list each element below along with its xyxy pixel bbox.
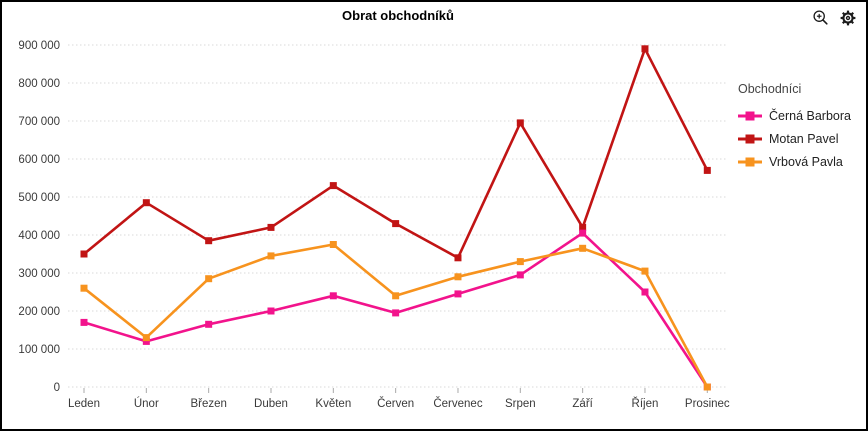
data-point-marker-vrbov-pavla[interactable] (516, 258, 524, 266)
y-axis-label: 300 000 (18, 268, 60, 280)
x-axis-label: Květen (315, 398, 351, 410)
x-axis-label: Červenec (433, 397, 482, 410)
data-point-marker--ern-barbora[interactable] (516, 271, 524, 279)
chart-title: Obrat obchodníků (342, 8, 454, 23)
x-axis-label: Únor (134, 397, 159, 410)
legend-swatch (738, 134, 762, 143)
data-point-marker-vrbov-pavla[interactable] (329, 241, 337, 248)
y-axis-label: 800 000 (18, 78, 60, 90)
data-point-marker-motan-pavel[interactable] (142, 199, 150, 207)
x-axis-label: Prosinec (685, 398, 730, 410)
y-axis-label: 500 000 (18, 192, 60, 204)
chart-legend: Obchodníci Černá Barbora Motan Pavel Vrbov… (738, 82, 851, 173)
data-point-marker-motan-pavel[interactable] (516, 119, 524, 127)
legend-label: Černá Barbora (769, 108, 851, 123)
x-axis-label: Duben (254, 398, 288, 410)
legend-label: Vrbová Pavla (769, 154, 843, 169)
data-point-marker-vrbov-pavla[interactable] (142, 334, 150, 342)
data-point-marker-vrbov-pavla[interactable] (641, 267, 649, 275)
data-point-marker-vrbov-pavla[interactable] (579, 244, 587, 252)
y-axis-label: 700 000 (18, 116, 60, 128)
legend-label: Motan Pavel (769, 131, 839, 146)
data-point-marker-motan-pavel[interactable] (267, 223, 275, 231)
y-axis-label: 400 000 (18, 230, 60, 242)
data-point-marker-motan-pavel[interactable] (454, 254, 462, 262)
data-point-marker-vrbov-pavla[interactable] (392, 292, 400, 300)
data-point-marker-motan-pavel[interactable] (703, 166, 711, 174)
data-point-marker-vrbov-pavla[interactable] (205, 275, 213, 283)
settings-button[interactable] (838, 8, 858, 28)
y-axis-label: 0 (54, 382, 60, 394)
legend-item-motan-pavel[interactable]: Motan Pavel (738, 127, 851, 150)
data-point-marker-vrbov-pavla[interactable] (80, 284, 88, 292)
y-axis-label: 200 000 (18, 306, 60, 318)
y-axis-label: 900 000 (18, 40, 60, 52)
legend-item--ern-barbora[interactable]: Černá Barbora (738, 104, 851, 127)
data-point-marker-vrbov-pavla[interactable] (703, 383, 711, 391)
data-point-marker--ern-barbora[interactable] (205, 320, 213, 328)
magnifier-plus-icon (813, 10, 828, 25)
data-point-marker--ern-barbora[interactable] (80, 318, 88, 326)
zoom-in-button[interactable] (811, 8, 831, 28)
data-point-marker--ern-barbora[interactable] (392, 309, 400, 317)
data-point-marker--ern-barbora[interactable] (142, 337, 150, 345)
data-point-marker-motan-pavel[interactable] (392, 220, 400, 228)
data-point-marker--ern-barbora[interactable] (267, 307, 275, 315)
x-axis-label: Září (572, 398, 593, 410)
gear-icon (840, 10, 856, 26)
x-axis-label: Srpen (505, 398, 536, 410)
x-axis-label: Červen (377, 397, 414, 410)
y-axis-label: 100 000 (18, 344, 60, 356)
data-point-marker--ern-barbora[interactable] (329, 292, 337, 300)
x-axis-label: Březen (190, 398, 226, 410)
data-point-marker-motan-pavel[interactable] (205, 237, 213, 245)
data-point-marker-motan-pavel[interactable] (80, 250, 88, 258)
data-point-marker--ern-barbora[interactable] (579, 229, 587, 237)
data-point-marker-motan-pavel[interactable] (641, 45, 649, 53)
data-point-marker-vrbov-pavla[interactable] (454, 273, 462, 281)
data-point-marker--ern-barbora[interactable] (641, 288, 649, 296)
legend-swatch (738, 157, 762, 166)
chart-toolbar (811, 8, 858, 28)
data-point-marker--ern-barbora[interactable] (454, 290, 462, 298)
y-axis-label: 600 000 (18, 154, 60, 166)
legend-item-vrbov-pavla[interactable]: Vrbová Pavla (738, 150, 851, 173)
legend-swatch (738, 111, 762, 120)
legend-title: Obchodníci (738, 82, 802, 96)
x-axis-label: Leden (68, 398, 100, 410)
data-point-marker-motan-pavel[interactable] (329, 182, 337, 190)
data-point-marker-vrbov-pavla[interactable] (267, 252, 275, 260)
data-point-marker-motan-pavel[interactable] (579, 223, 587, 231)
x-axis-label: Říjen (632, 397, 659, 410)
